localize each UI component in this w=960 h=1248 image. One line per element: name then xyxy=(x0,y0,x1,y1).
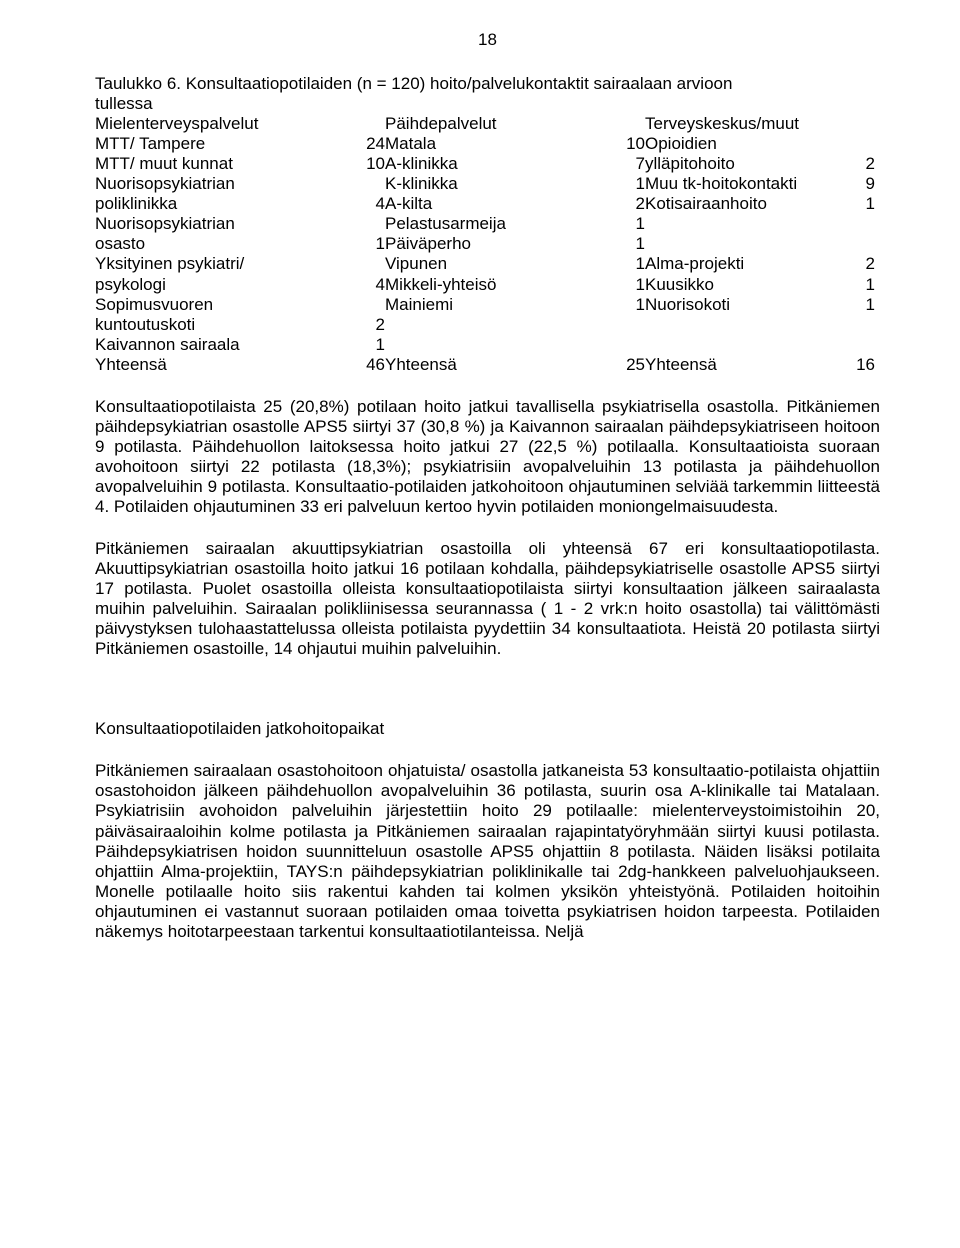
table-row: kuntoutuskoti2 xyxy=(95,315,385,335)
table-row: A-klinikka7 xyxy=(385,154,645,174)
table-row: Yksityinen psykiatri/ xyxy=(95,254,385,274)
table-row: K-klinikka1 xyxy=(385,174,645,194)
col-header: Mielenterveyspalvelut xyxy=(95,114,258,134)
table-row: Kaivannon sairaala1 xyxy=(95,335,385,355)
table-row: Muu tk-hoitokontakti9 xyxy=(645,174,875,194)
table-row: Yhteensä16 xyxy=(645,355,875,375)
table-row: psykologi4 xyxy=(95,275,385,295)
table-title-line2: tullessa xyxy=(95,94,880,114)
col-header: Päihdepalvelut xyxy=(385,114,497,134)
table-row: Alma-projekti2 xyxy=(645,254,875,274)
table-row: Kotisairaanhoito1 xyxy=(645,194,875,214)
col-header: Terveyskeskus/muut xyxy=(645,114,799,134)
table-row: Nuorisopsykiatrian xyxy=(95,174,385,194)
column-health-center: Terveyskeskus/muut Opioidien ylläpitohoi… xyxy=(645,114,875,375)
table-row: Pelastusarmeija1 xyxy=(385,214,645,234)
column-substance: Päihdepalvelut Matala10 A-klinikka7 K-kl… xyxy=(385,114,645,375)
paragraph-2: Pitkäniemen sairaalan akuuttipsykiatrian… xyxy=(95,539,880,659)
table-row: poliklinikka4 xyxy=(95,194,385,214)
table-row xyxy=(385,315,645,335)
page: 18 Taulukko 6. Konsultaatiopotilaiden (n… xyxy=(0,0,960,1248)
table-row xyxy=(645,214,875,234)
table-row xyxy=(385,335,645,355)
services-table: Mielenterveyspalvelut MTT/ Tampere24 MTT… xyxy=(95,114,880,375)
table-row xyxy=(645,335,875,355)
table-row: ylläpitohoito2 xyxy=(645,154,875,174)
table-title-line1: Taulukko 6. Konsultaatiopotilaiden (n = … xyxy=(95,74,880,94)
table-row: Kuusikko1 xyxy=(645,275,875,295)
column-mental-health: Mielenterveyspalvelut MTT/ Tampere24 MTT… xyxy=(95,114,385,375)
table-row: Mikkeli-yhteisö1 xyxy=(385,275,645,295)
table-row: Matala10 xyxy=(385,134,645,154)
table-row: Vipunen1 xyxy=(385,254,645,274)
section-heading: Konsultaatiopotilaiden jatkohoitopaikat xyxy=(95,719,880,739)
table-row: MTT/ Tampere24 xyxy=(95,134,385,154)
table-row: Nuorisopsykiatrian xyxy=(95,214,385,234)
table-row xyxy=(645,315,875,335)
table-row: Mainiemi1 xyxy=(385,295,645,315)
table-row: Sopimusvuoren xyxy=(95,295,385,315)
table-row: Opioidien xyxy=(645,134,875,154)
table-row xyxy=(645,234,875,254)
table-row: A-kilta2 xyxy=(385,194,645,214)
table-row: Päiväperho1 xyxy=(385,234,645,254)
page-number: 18 xyxy=(95,30,880,50)
paragraph-1: Konsultaatiopotilaista 25 (20,8%) potila… xyxy=(95,397,880,517)
table-row: Yhteensä46 xyxy=(95,355,385,375)
table-row: Nuorisokoti1 xyxy=(645,295,875,315)
table-row: MTT/ muut kunnat10 xyxy=(95,154,385,174)
table-row: Yhteensä25 xyxy=(385,355,645,375)
table-row: osasto1 xyxy=(95,234,385,254)
paragraph-3: Pitkäniemen sairaalaan osastohoitoon ohj… xyxy=(95,761,880,941)
